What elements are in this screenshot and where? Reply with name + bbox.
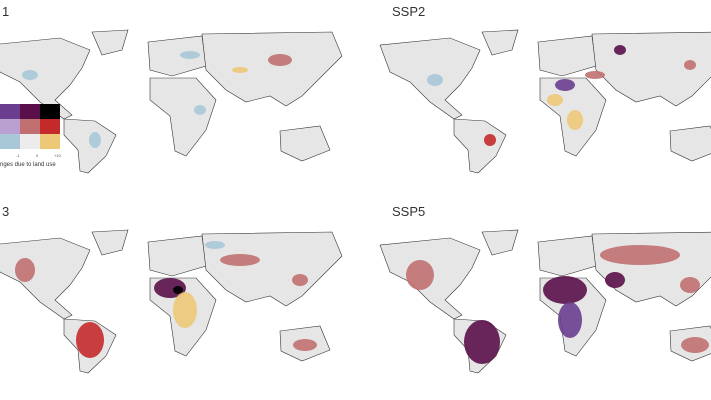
change-patch (585, 71, 605, 79)
change-patch (543, 276, 587, 304)
change-patch (293, 339, 317, 351)
legend-cell (0, 119, 20, 134)
panel-title-ssp3: 3 (2, 204, 10, 219)
legend-cell (20, 104, 40, 119)
change-patch (22, 70, 38, 80)
legend-cell (20, 134, 40, 149)
land-outline (0, 229, 343, 374)
change-patch (15, 258, 35, 282)
panel-title-ssp5: SSP5 (392, 204, 426, 219)
change-patch (558, 302, 582, 338)
change-patch (684, 60, 696, 70)
legend-cell (40, 119, 60, 134)
change-patch (292, 274, 308, 286)
legend-tick-high: +10 (54, 153, 61, 158)
change-patch (681, 337, 709, 353)
change-patch (232, 67, 248, 73)
change-patch (614, 45, 626, 55)
legend-cell (40, 134, 60, 149)
change-patch (220, 254, 260, 266)
legend-cell (0, 134, 20, 149)
legend-tick-low: -1 (16, 153, 20, 158)
map-panel-ssp5 (379, 229, 711, 374)
change-patch (406, 260, 434, 290)
change-patch (76, 322, 104, 358)
legend-cell (0, 104, 20, 119)
change-patch (194, 105, 206, 115)
panel-title-ssp2: SSP2 (392, 4, 426, 19)
map-panel-ssp3 (0, 229, 343, 374)
change-patch (567, 110, 583, 130)
change-patch (555, 79, 575, 91)
legend-tick-mid: 0 (36, 153, 39, 158)
panel-title-ssp1: 1 (2, 4, 10, 19)
change-patch (268, 54, 292, 66)
change-patch (173, 292, 197, 328)
change-patch (547, 94, 563, 106)
change-patch (605, 272, 625, 288)
legend-cell (40, 104, 60, 119)
land-outline (379, 29, 711, 174)
map-panel-ssp1 (0, 29, 343, 174)
map-panel-ssp2 (379, 29, 711, 174)
change-patch (173, 286, 183, 294)
change-patch (180, 51, 200, 59)
change-patch (464, 320, 500, 364)
legend-caption: nges due to land use (0, 162, 56, 168)
land-outline (0, 29, 343, 174)
change-patch (427, 74, 443, 86)
legend-cell (20, 119, 40, 134)
change-patch (600, 245, 680, 265)
change-patch (89, 132, 101, 148)
change-patch (680, 277, 700, 293)
change-patch (484, 134, 496, 146)
change-patch (205, 241, 225, 249)
